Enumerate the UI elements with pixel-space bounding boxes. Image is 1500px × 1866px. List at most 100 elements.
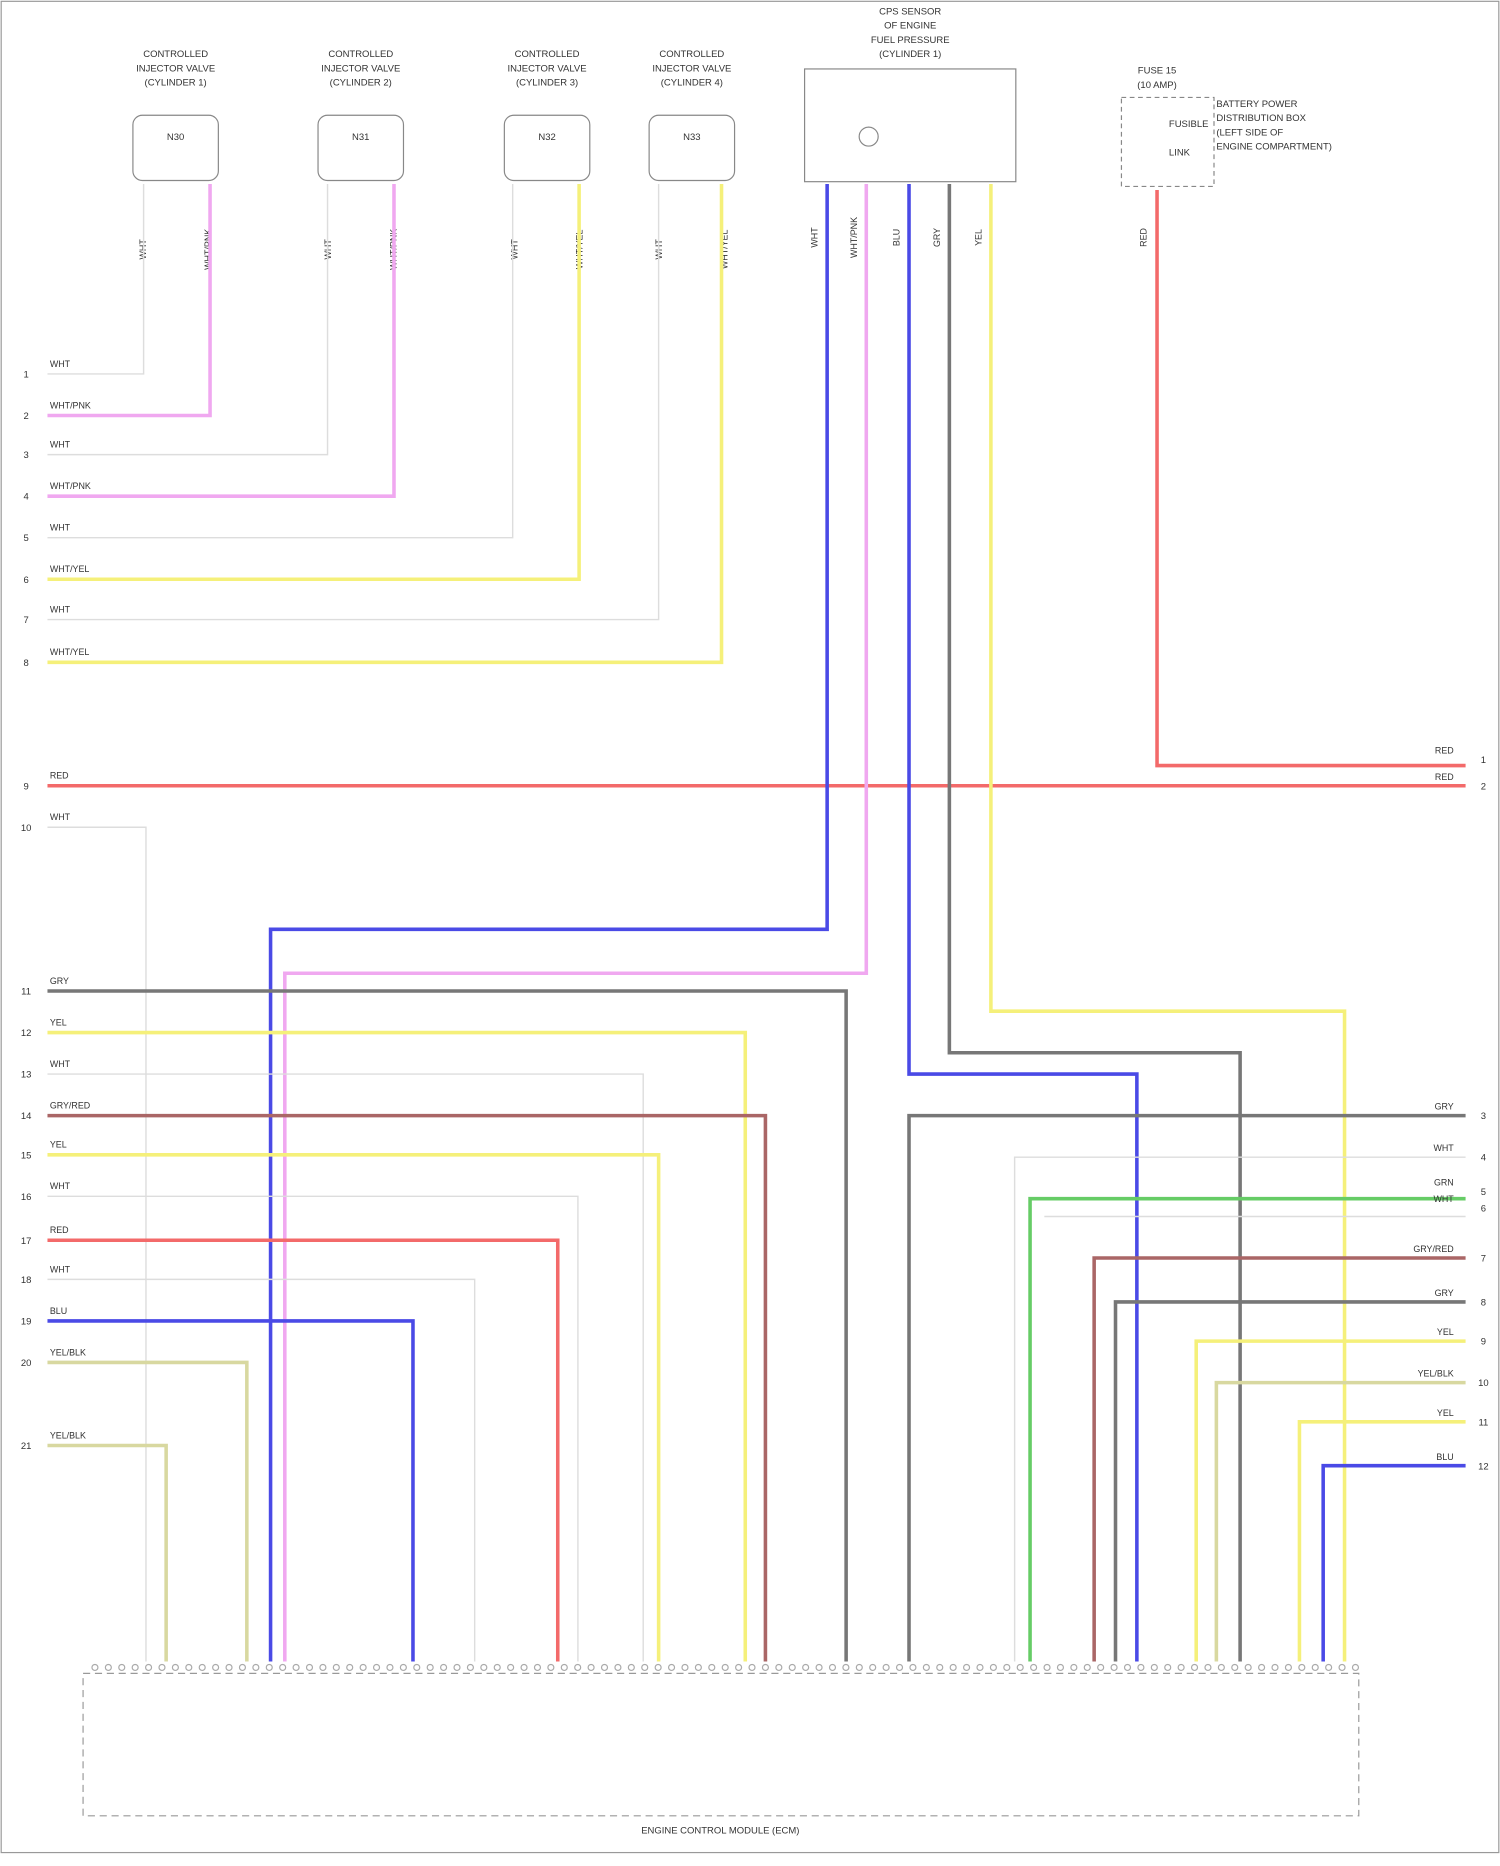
row-number: 7	[1481, 1254, 1486, 1265]
wire-label: GRN	[1434, 1178, 1454, 1188]
pin	[359, 1663, 367, 1672]
pin-label: WHT/YEL	[719, 230, 729, 270]
pin	[788, 1663, 796, 1672]
injector-label: (CYLINDER 3)	[516, 78, 578, 89]
wire	[47, 184, 396, 498]
wire	[947, 184, 1242, 1662]
pin	[104, 1663, 112, 1672]
pin	[507, 1663, 515, 1672]
pin	[855, 1663, 863, 1672]
pin	[1190, 1663, 1199, 1672]
pin	[614, 1663, 622, 1672]
pin	[1003, 1663, 1011, 1672]
injector-part: N31	[352, 132, 369, 143]
pin	[574, 1663, 582, 1672]
pin	[1016, 1663, 1024, 1672]
fuse-label: FUSE 15	[1138, 66, 1176, 77]
pin	[212, 1663, 220, 1672]
wire	[47, 184, 329, 456]
wire-label: YEL	[50, 1017, 67, 1027]
injector-label: CONTROLLED	[328, 49, 393, 60]
wire	[47, 1360, 249, 1662]
wire	[268, 184, 829, 1662]
injector-label: CONTROLLED	[515, 49, 580, 60]
pin	[386, 1663, 394, 1672]
injector-label: CONTROLLED	[143, 49, 208, 60]
pin	[869, 1663, 877, 1672]
injector	[503, 114, 591, 182]
wire-label: RED	[1435, 746, 1454, 756]
fuse-note: ENGINE COMPARTMENT)	[1216, 142, 1332, 153]
pin-label: WHT	[810, 227, 820, 248]
pin	[1123, 1663, 1132, 1672]
pin	[118, 1663, 126, 1672]
pin	[1351, 1663, 1360, 1672]
injector	[317, 114, 405, 182]
wire-label: RED	[50, 1225, 69, 1235]
wire-label: YEL/BLK	[50, 1430, 86, 1440]
pin	[1177, 1663, 1185, 1672]
pin	[989, 1663, 997, 1672]
pin	[1231, 1663, 1239, 1672]
row-number: 10	[21, 823, 32, 834]
row-number: 15	[21, 1150, 32, 1161]
row-number: 2	[1481, 781, 1486, 792]
pin	[694, 1663, 702, 1672]
wire	[47, 1030, 748, 1662]
wire-label: GRY	[1435, 1288, 1454, 1298]
fuse-label: (10 AMP)	[1137, 80, 1177, 91]
wire-label: WHT	[50, 523, 71, 533]
row-number: 1	[1481, 755, 1486, 766]
wire	[47, 184, 724, 665]
row-number: 3	[1481, 1111, 1486, 1122]
pin	[265, 1663, 273, 1672]
injector-label: INJECTOR VALVE	[508, 63, 587, 74]
pin	[842, 1663, 850, 1672]
pin	[1204, 1663, 1212, 1672]
pin	[91, 1663, 99, 1672]
pin	[641, 1663, 649, 1672]
wire	[1028, 1196, 1466, 1662]
pin	[372, 1663, 381, 1672]
injector-label: CONTROLLED	[659, 49, 724, 60]
wire-label: WHT/PNK	[50, 400, 91, 410]
pin	[547, 1663, 555, 1672]
pin	[171, 1663, 179, 1672]
pin-label: WHT/PNK	[849, 217, 859, 258]
wire	[47, 989, 848, 1662]
wire-label: YEL/BLK	[50, 1347, 86, 1357]
pin	[1298, 1663, 1306, 1672]
pin	[1030, 1663, 1038, 1672]
fuse-note: DISTRIBUTION BOX	[1216, 113, 1306, 124]
pin	[440, 1663, 448, 1672]
pin-label: WHT/PNK	[203, 229, 213, 270]
wire	[47, 1278, 476, 1662]
row-number: 13	[21, 1070, 32, 1081]
row-number: 8	[23, 658, 28, 669]
pin	[1043, 1663, 1051, 1672]
pin	[305, 1663, 314, 1672]
pin	[252, 1663, 260, 1672]
wire-label: WHT	[1433, 1143, 1454, 1153]
pin	[681, 1663, 689, 1672]
row-number: 18	[21, 1275, 32, 1286]
pin	[963, 1663, 971, 1672]
row-number: 10	[1478, 1378, 1489, 1389]
pin-label: RED	[1138, 228, 1148, 247]
wire	[47, 1195, 579, 1662]
pin-label: YEL	[973, 229, 983, 246]
wire	[47, 1238, 560, 1662]
wire-label: GRY/RED	[1413, 1244, 1453, 1254]
injector-label: (CYLINDER 2)	[330, 78, 392, 89]
wire-label: WHT/PNK	[50, 481, 91, 491]
row-number: 1	[23, 369, 28, 380]
wire	[47, 826, 147, 1662]
pin	[238, 1663, 247, 1672]
injector-label: (CYLINDER 4)	[661, 78, 723, 89]
wire	[47, 184, 660, 621]
pin	[895, 1663, 904, 1672]
row-number: 6	[23, 575, 28, 586]
pin	[654, 1663, 662, 1672]
fuse-part: LINK	[1169, 148, 1191, 159]
